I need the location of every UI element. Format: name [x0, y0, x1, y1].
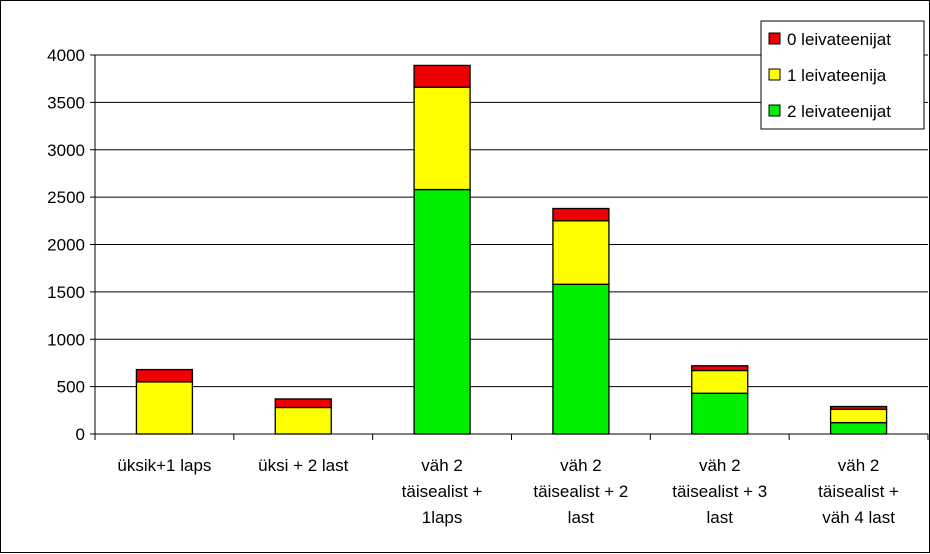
- bar-segment: [692, 393, 748, 434]
- bar-segment: [553, 221, 609, 284]
- legend-swatch: [769, 105, 780, 116]
- bar-segment: [275, 407, 331, 434]
- x-tick-label: last: [568, 508, 595, 527]
- x-tick-label: väh 4 last: [822, 508, 895, 527]
- bar-segment: [692, 366, 748, 371]
- bar-segment: [831, 423, 887, 434]
- y-tick-label: 2000: [47, 236, 85, 255]
- y-tick-label: 1000: [47, 330, 85, 349]
- bar-segment: [275, 399, 331, 408]
- x-tick-label: väh 2: [699, 456, 741, 475]
- x-tick-label: 1laps: [422, 508, 463, 527]
- legend-label: 1 leivateenija: [787, 66, 887, 85]
- y-tick-label: 4000: [47, 46, 85, 65]
- x-tick-label: üksi + 2 last: [258, 456, 349, 475]
- x-tick-label: täisealist +: [818, 482, 899, 501]
- bar-segment: [831, 407, 887, 410]
- bar-segment: [136, 370, 192, 382]
- y-tick-label: 2500: [47, 188, 85, 207]
- x-tick-label: täisealist +: [402, 482, 483, 501]
- bar-segment: [553, 208, 609, 220]
- x-tick-label: väh 2: [838, 456, 880, 475]
- bar-segment: [414, 65, 470, 87]
- legend-swatch: [769, 69, 780, 80]
- legend-label: 2 leivateenijat: [787, 102, 891, 121]
- bar-segment: [553, 284, 609, 434]
- y-tick-label: 3500: [47, 93, 85, 112]
- bar-segment: [414, 87, 470, 189]
- x-tick-label: väh 2: [560, 456, 602, 475]
- y-tick-label: 3000: [47, 141, 85, 160]
- bar-segment: [414, 190, 470, 434]
- y-tick-label: 500: [57, 378, 85, 397]
- legend-label: 0 leivateenijat: [787, 30, 891, 49]
- y-tick-label: 1500: [47, 283, 85, 302]
- bar-segment: [692, 371, 748, 394]
- y-tick-label: 0: [76, 425, 85, 444]
- x-tick-label: täisealist + 2: [533, 482, 628, 501]
- x-tick-label: täisealist + 3: [672, 482, 767, 501]
- bar-segment: [136, 382, 192, 434]
- legend-swatch: [769, 33, 780, 44]
- x-tick-label: üksik+1 laps: [117, 456, 211, 475]
- x-tick-label: last: [707, 508, 734, 527]
- bar-segment: [831, 409, 887, 422]
- x-tick-label: väh 2: [421, 456, 463, 475]
